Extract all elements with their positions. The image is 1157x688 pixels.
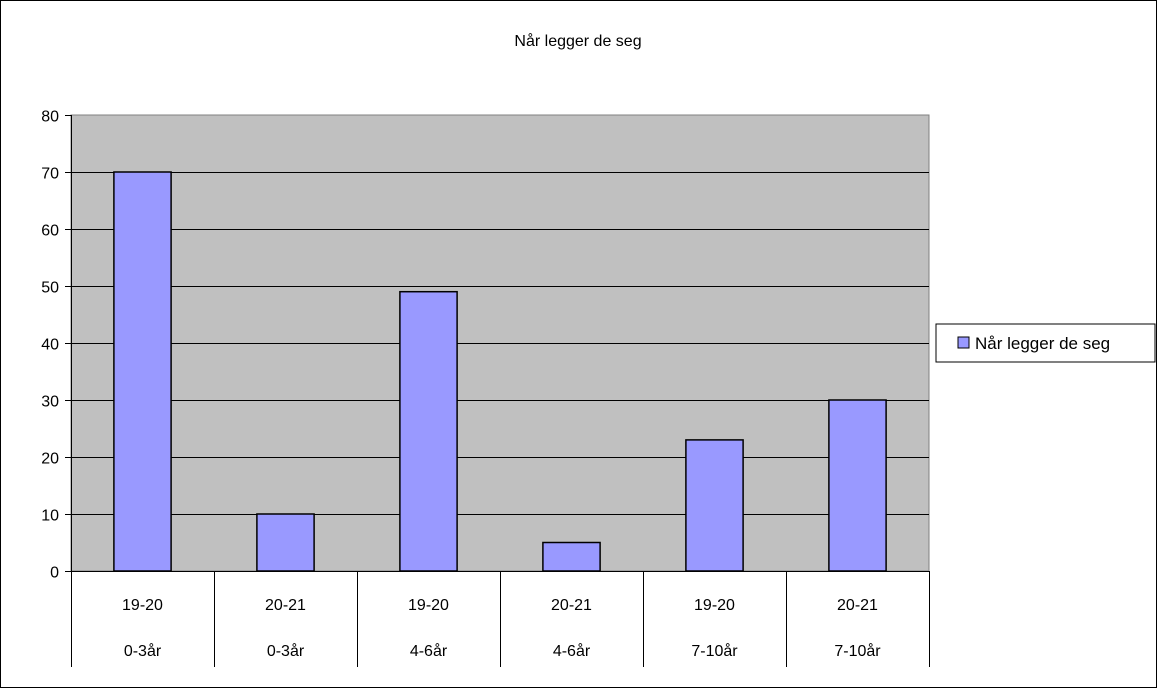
x-tick-label: 20-21	[265, 597, 306, 614]
x-group-label: 7-10år	[834, 642, 881, 660]
y-tick-label: 0	[50, 565, 59, 582]
legend-swatch	[957, 336, 970, 349]
y-tick-label: 60	[41, 223, 59, 240]
x-tick-label: 20-21	[837, 597, 878, 614]
y-tick-label: 20	[41, 451, 59, 468]
bar	[828, 399, 887, 572]
bar	[256, 513, 315, 572]
x-group-label: 0-3år	[267, 642, 305, 660]
bar	[685, 439, 744, 572]
x-group-label: 7-10år	[691, 642, 738, 660]
x-tick-label: 19-20	[122, 597, 163, 614]
x-group-label: 4-6år	[410, 642, 448, 660]
bar	[542, 541, 601, 572]
legend: Når legger de seg	[935, 323, 1156, 363]
plot-area: 0 10 20 30 40 50 60 70 80 19-20 0-3år 20-21 0-3år 19-…	[41, 109, 930, 667]
y-tick-label: 50	[41, 280, 59, 297]
chart-title: Når legger de seg	[514, 32, 641, 50]
bar	[399, 290, 458, 572]
y-tick-label: 80	[41, 109, 59, 126]
y-tick-label: 10	[41, 508, 59, 525]
x-tick-label: 19-20	[408, 597, 449, 614]
legend-box	[935, 323, 1156, 363]
bar	[113, 171, 172, 572]
x-tick-label: 20-21	[551, 597, 592, 614]
x-group-label: 0-3år	[124, 642, 162, 660]
x-tick-label: 19-20	[694, 597, 735, 614]
legend-label: Når legger de seg	[975, 334, 1110, 353]
y-tick-label: 40	[41, 337, 59, 354]
y-tick-label: 30	[41, 394, 59, 411]
x-group-label: 4-6år	[553, 642, 591, 660]
y-tick-label: 70	[41, 166, 59, 183]
